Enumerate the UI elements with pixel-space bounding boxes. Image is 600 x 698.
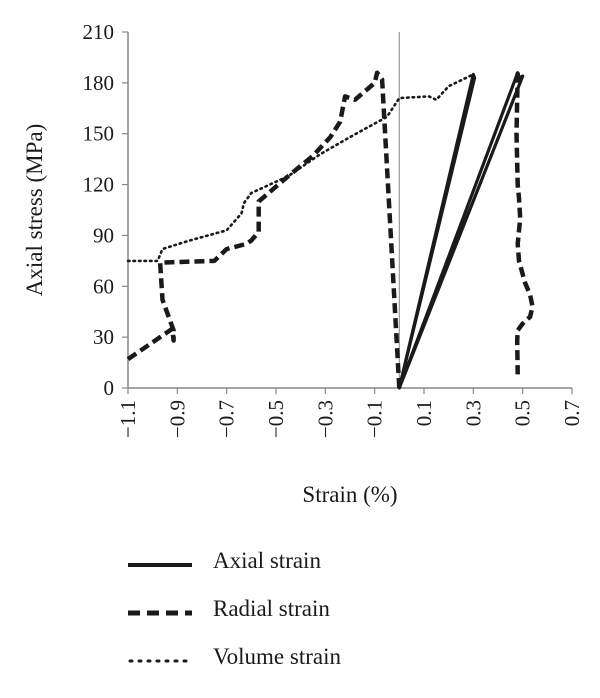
legend-label-volume: Volume strain	[213, 644, 341, 669]
y-tick-label: 0	[104, 376, 115, 400]
series-line-radial-strain	[126, 70, 402, 389]
legend-label-axial: Axial strain	[213, 548, 321, 573]
x-tick-label: −0.7	[215, 400, 239, 438]
x-axis-title: Strain (%)	[302, 482, 397, 507]
y-axis-title: Axial stress (MPa)	[22, 124, 47, 296]
x-tick-label: 0.5	[511, 400, 535, 426]
series-group	[126, 70, 535, 390]
y-tick-label: 180	[83, 71, 115, 95]
y-tick-label: 30	[93, 325, 114, 349]
y-tick-label: 150	[83, 122, 115, 146]
y-tick-label: 120	[83, 173, 115, 197]
legend-label-radial: Radial strain	[213, 596, 330, 621]
series-line-axial-strain	[397, 71, 525, 390]
x-tick-label: 0.1	[412, 400, 436, 426]
legend-swatch-axial	[128, 563, 192, 567]
axes-group	[127, 32, 572, 389]
x-tick-label: −0.1	[363, 400, 387, 438]
x-ticks: −1.1 −0.9 −0.7 −0.5 −0.3 −0.1 0.1 0.3 0.5 0.7	[116, 388, 584, 438]
chart-svg: 0 30 60 90 120 150 180 210 −1.1 −0.9 −0.7 −0.5 −0.3…	[22, 20, 584, 507]
y-tick-label: 60	[93, 274, 114, 298]
x-tick-label: −0.3	[313, 400, 337, 438]
x-tick-label: −0.9	[165, 400, 189, 438]
legend-swatch-radial	[128, 610, 192, 616]
y-ticks: 0 30 60 90 120 150 180 210	[83, 20, 128, 400]
legend-swatch-volume	[128, 659, 192, 663]
x-tick-label: −0.5	[264, 400, 288, 438]
series-line-volume-strain	[126, 73, 475, 263]
x-tick-label: −1.1	[116, 400, 140, 438]
y-tick-label: 210	[83, 20, 115, 44]
x-tick-label: 0.7	[560, 400, 584, 426]
series-line-radial-strain-unloading	[514, 72, 535, 375]
y-tick-label: 90	[93, 223, 114, 247]
x-tick-label: 0.3	[461, 400, 485, 426]
